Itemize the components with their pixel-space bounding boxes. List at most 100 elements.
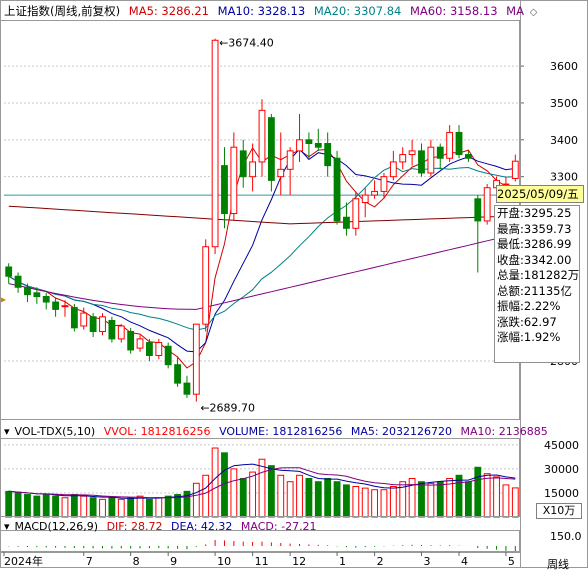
volume-bar xyxy=(239,478,247,518)
chart-title: 上证指数(周线,前复权) xyxy=(4,4,121,18)
vol-ma5-value: MA5: 2032126720 xyxy=(350,425,453,438)
volume-bar xyxy=(258,458,266,518)
volume-bar xyxy=(380,489,388,518)
macd-header: ▾ MACD(12,26,9) DIF: 28.72 DEA: 42.32 MAC… xyxy=(0,517,322,537)
candle-body xyxy=(61,305,69,308)
time-label: 1 xyxy=(339,555,346,568)
time-label: 11 xyxy=(255,555,269,568)
candle-body xyxy=(371,190,378,196)
candle-body xyxy=(380,176,388,192)
time-label: 10 xyxy=(217,555,231,568)
volume-bar xyxy=(127,497,135,518)
volume-bar xyxy=(493,476,500,518)
info-close: 收盘:3342.00 xyxy=(497,252,572,267)
candle-body xyxy=(239,150,247,178)
volume-tick-label: 30000 xyxy=(544,463,579,476)
price-tick-label: 3600 xyxy=(550,60,578,73)
candle-body xyxy=(267,117,275,181)
diamond-icon[interactable]: ◇ xyxy=(529,7,538,18)
volume-ma5-line xyxy=(8,463,516,499)
price-tick-label: 3500 xyxy=(550,97,578,110)
volume-bar xyxy=(136,495,144,518)
candle-body xyxy=(296,139,303,152)
dif-value: DIF: 28.72 xyxy=(106,520,163,533)
macd-title: MACD(12,26,9) xyxy=(14,520,99,533)
ma20-value: MA20: 3307.84 xyxy=(313,4,402,18)
volume-bar xyxy=(511,487,519,518)
ma10-value: MA10: 3328.13 xyxy=(217,4,306,18)
collapse-icon[interactable]: ▾ xyxy=(4,520,10,533)
volume-bars xyxy=(5,447,519,518)
candle-body xyxy=(14,275,22,288)
volume-bar xyxy=(286,481,294,518)
time-label: 3 xyxy=(423,555,430,568)
info-low: 最低:3286.99 xyxy=(497,237,572,251)
price-header: 上证指数(周线,前复权) MA5: 3286.21 MA10: 3328.13 … xyxy=(0,1,542,21)
volume-bar xyxy=(464,481,472,518)
collapse-icon[interactable]: ▾ xyxy=(4,425,10,438)
volume-bar xyxy=(455,474,463,518)
candle-body xyxy=(70,307,78,329)
ma-more-label: MA xyxy=(506,4,524,18)
candle-body xyxy=(314,143,322,148)
ma20-line xyxy=(8,165,516,331)
dea-value: DEA: 42.32 xyxy=(170,520,233,533)
time-label: 7 xyxy=(86,555,93,568)
axis-labels: 36003500340033002800←3674.40←2689.704500… xyxy=(1,37,582,568)
info-amount: 总额:21135亿 xyxy=(497,283,572,298)
candle-body xyxy=(211,39,219,248)
candle-body xyxy=(464,154,472,159)
candle-body xyxy=(474,198,482,222)
vol-title: VOL-TDX(5,10) xyxy=(14,425,96,438)
candle-body xyxy=(5,266,13,277)
candle-body xyxy=(352,198,360,229)
price-tick-label: 3300 xyxy=(550,171,578,184)
candle-body xyxy=(202,246,210,325)
time-label: 4 xyxy=(461,555,468,568)
volume-bar xyxy=(305,478,313,518)
volume-bar xyxy=(371,489,378,518)
ma5-line xyxy=(8,146,516,369)
candle-body xyxy=(24,286,31,296)
candles[interactable] xyxy=(5,38,519,402)
info-change: 涨跌:62.97 xyxy=(497,314,557,329)
candle-body xyxy=(343,216,350,229)
volume-value: VOLUME: 1812816256 xyxy=(219,425,343,438)
volume-header: ▾ VOL-TDX(5,10) VVOL: 1812816256 VOLUME: … xyxy=(0,422,553,442)
volume-bar xyxy=(418,481,425,518)
volume-bar xyxy=(61,497,69,518)
time-label: 2024年 xyxy=(4,554,43,568)
info-panel: 开盘:3295.25 最高:3359.73 最低:3286.99 收盘:3342… xyxy=(494,205,580,363)
info-change-pct: 涨幅:1.92% xyxy=(497,330,561,344)
volume-bar xyxy=(42,494,50,518)
volume-bar xyxy=(389,486,397,518)
volume-bar xyxy=(117,498,125,518)
candle-body xyxy=(389,161,397,178)
candle-body xyxy=(399,154,407,163)
volume-bar xyxy=(502,484,510,518)
volume-bar xyxy=(202,474,210,518)
ma120-line xyxy=(8,205,516,225)
panel-frame xyxy=(0,20,520,420)
candle-body xyxy=(361,194,369,203)
left-arrow-icon: ▸ xyxy=(1,294,6,305)
info-amplitude: 振幅:2.22% xyxy=(497,299,561,313)
volume-ma-lines xyxy=(8,463,516,499)
candle-body xyxy=(277,168,285,178)
candle-body xyxy=(33,292,41,297)
candle-body xyxy=(164,345,172,366)
volume-bar xyxy=(296,474,303,518)
period-button[interactable]: 周线 xyxy=(547,558,569,571)
time-label: 8 xyxy=(133,555,140,568)
volume-bar xyxy=(230,468,238,518)
candle-body xyxy=(174,364,181,384)
info-date: 2025/05/09/五 xyxy=(496,185,584,203)
time-label: 5 xyxy=(508,555,515,568)
candle-body xyxy=(155,342,163,356)
volume-bar xyxy=(164,495,172,518)
volume-unit-badge[interactable]: X10万 xyxy=(536,503,582,519)
volume-bar xyxy=(333,481,341,518)
volume-bar xyxy=(361,487,369,518)
time-label: 2 xyxy=(377,555,384,568)
